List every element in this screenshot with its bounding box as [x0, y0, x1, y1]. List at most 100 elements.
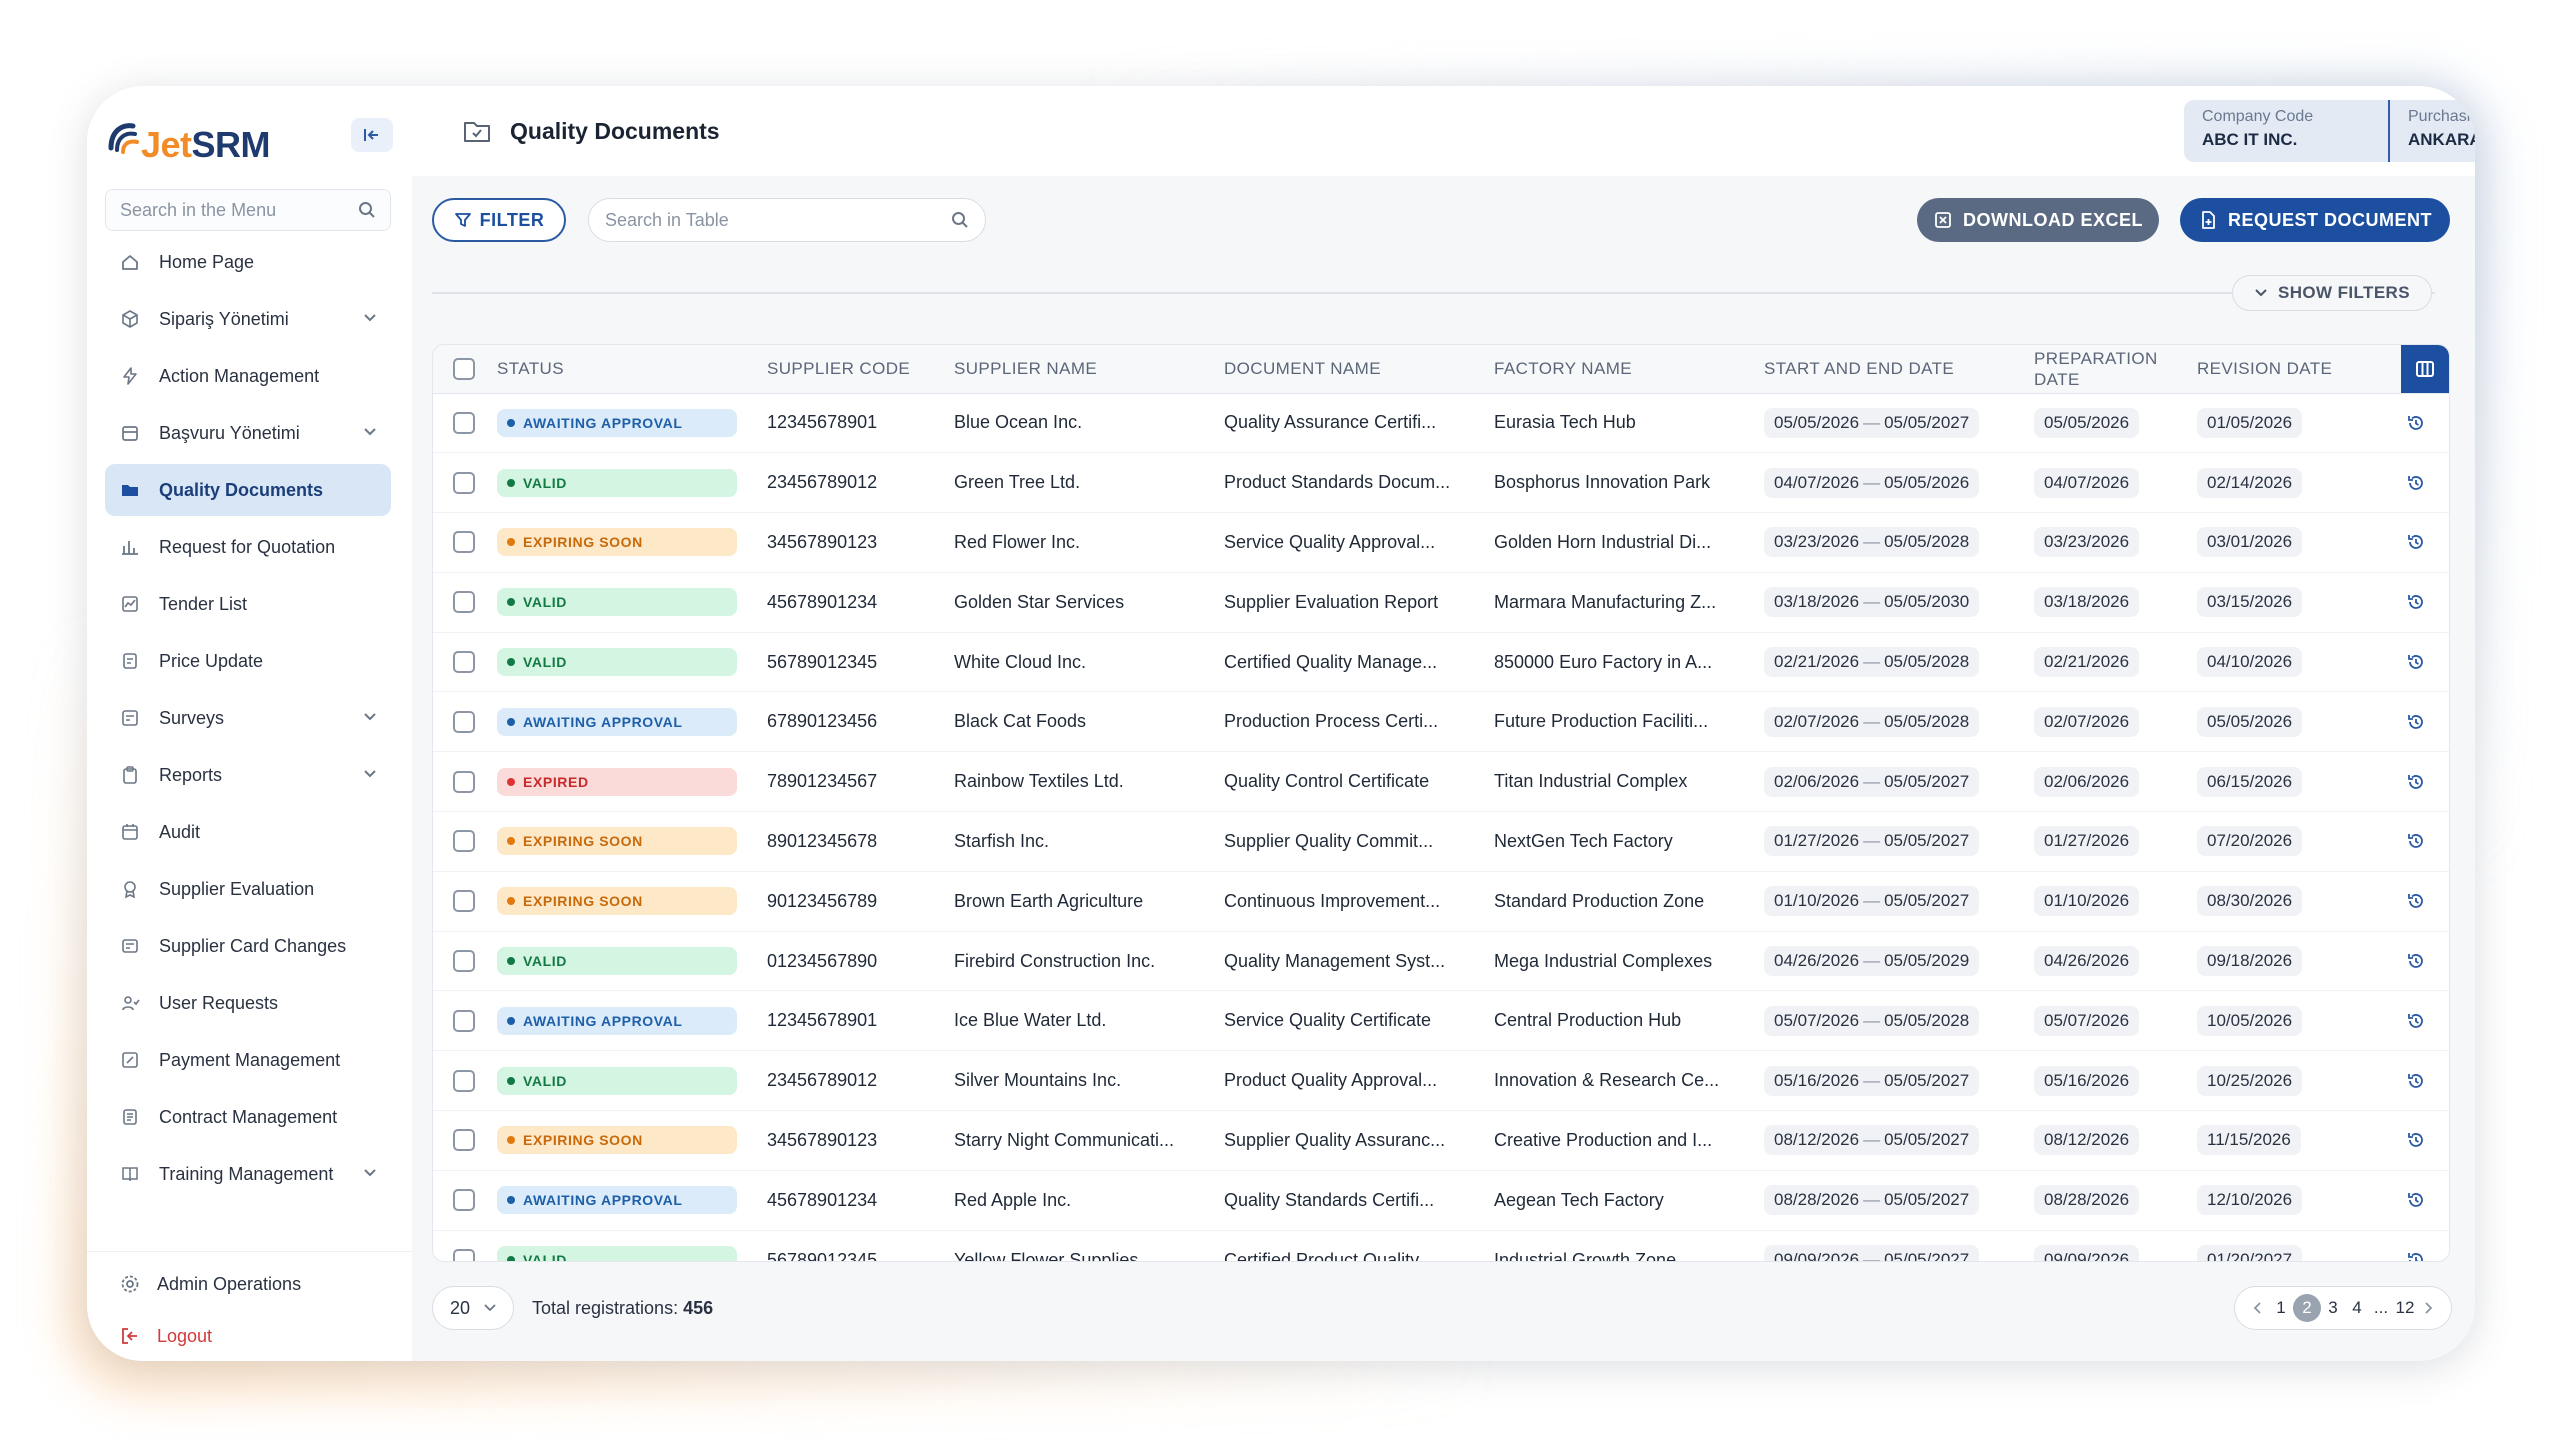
row-checkbox[interactable]: [453, 411, 475, 434]
status-dot: [507, 957, 515, 966]
sidebar-item-quality-documents[interactable]: Quality Documents: [105, 464, 391, 516]
history-icon[interactable]: [2387, 413, 2445, 433]
row-checkbox[interactable]: [453, 950, 475, 973]
table-row[interactable]: EXPIRING SOON 89012345678 Starfish Inc. Sup…: [433, 811, 2449, 872]
table-row[interactable]: VALID 56789012345 Yellow Flower Supplies Ce…: [433, 1230, 2449, 1262]
status-cell: EXPIRING SOON: [491, 811, 761, 872]
prev-page-icon[interactable]: [2245, 1294, 2269, 1322]
start-end-date-cell: 04/07/2026—05/05/2026: [1758, 452, 2028, 514]
date-range-pill: 01/10/2026—05/05/2027: [1764, 886, 1980, 917]
sidebar-item-surveys[interactable]: Surveys: [105, 692, 391, 744]
table-row[interactable]: AWAITING APPROVAL 12345678901 Ice Blue Wat…: [433, 990, 2449, 1052]
sidebar-item-contract-management[interactable]: Contract Management: [105, 1091, 391, 1143]
history-icon[interactable]: [2387, 1071, 2445, 1091]
table-row[interactable]: EXPIRING SOON 90123456789 Brown Earth Agri…: [433, 871, 2449, 932]
page-3[interactable]: 3: [2328, 1298, 2338, 1317]
sidebar-item-payment-management[interactable]: Payment Management: [105, 1034, 391, 1086]
table-row[interactable]: VALID 23456789012 Silver Mountains Inc. Pro…: [433, 1050, 2449, 1112]
sidebar-item-request-for-quotation[interactable]: Request for Quotation: [105, 521, 391, 573]
col-revision-date[interactable]: REVISION DATE: [2191, 345, 2381, 394]
history-icon[interactable]: [2387, 712, 2445, 732]
history-icon[interactable]: [2387, 772, 2445, 792]
row-checkbox[interactable]: [453, 890, 475, 913]
revision-date-cell: 01/05/2026: [2191, 393, 2381, 454]
row-checkbox[interactable]: [453, 1129, 475, 1152]
sidebar-item-reports[interactable]: Reports: [105, 749, 391, 801]
sidebar-item-action-management[interactable]: Action Management: [105, 350, 391, 402]
logout-item[interactable]: Logout: [105, 1310, 394, 1361]
history-icon[interactable]: [2387, 831, 2445, 851]
history-icon[interactable]: [2387, 592, 2445, 612]
row-checkbox[interactable]: [453, 1189, 475, 1212]
sidebar-item-ba-vuru-y-netimi[interactable]: Başvuru Yönetimi: [105, 407, 391, 459]
page-1[interactable]: 1: [2276, 1298, 2286, 1317]
history-icon[interactable]: [2387, 1130, 2445, 1150]
col-start-end-date[interactable]: START AND END DATE: [1758, 345, 2028, 394]
col-factory-name[interactable]: FACTORY NAME: [1488, 345, 1758, 394]
history-icon[interactable]: [2387, 473, 2445, 493]
page-12[interactable]: 12: [2395, 1298, 2415, 1317]
row-checkbox[interactable]: [453, 651, 475, 674]
table-row[interactable]: AWAITING APPROVAL 45678901234 Red Apple In…: [433, 1170, 2449, 1231]
col-supplier-name[interactable]: SUPPLIER NAME: [948, 345, 1218, 394]
history-icon[interactable]: [2387, 532, 2445, 552]
purchasing-org-field[interactable]: Purchasing Orga... ANKARA FACTO...: [2388, 100, 2475, 162]
row-checkbox[interactable]: [453, 1249, 475, 1261]
sidebar-item-home-page[interactable]: Home Page: [105, 236, 391, 288]
column-settings-button[interactable]: [2401, 345, 2449, 393]
download-excel-button[interactable]: DOWNLOAD EXCEL: [1917, 198, 2159, 242]
sidebar-item-user-requests[interactable]: User Requests: [105, 977, 391, 1029]
sidebar-item-sipari-y-netimi[interactable]: Sipariş Yönetimi: [105, 293, 391, 345]
row-checkbox[interactable]: [453, 531, 475, 554]
row-checkbox[interactable]: [453, 770, 475, 793]
menu-search-input[interactable]: Search in the Menu: [105, 189, 391, 231]
request-document-button[interactable]: REQUEST DOCUMENT: [2180, 198, 2450, 242]
col-document-name[interactable]: DOCUMENT NAME: [1218, 345, 1488, 394]
company-selector[interactable]: Company Code ABC IT INC. Purchasing Orga…: [2184, 100, 2475, 162]
page-ellipsis[interactable]: ...: [2373, 1298, 2389, 1317]
table-row[interactable]: VALID 56789012345 White Cloud Inc. Certifie…: [433, 632, 2449, 693]
row-checkbox[interactable]: [453, 1009, 475, 1032]
preparation-date-cell: 01/27/2026: [2028, 811, 2191, 872]
history-icon[interactable]: [2387, 652, 2445, 672]
table-row[interactable]: EXPIRING SOON 34567890123 Red Flower Inc. S…: [433, 512, 2449, 573]
row-checkbox[interactable]: [453, 710, 475, 733]
col-status[interactable]: STATUS: [491, 345, 761, 394]
history-icon[interactable]: [2387, 1250, 2445, 1261]
sidebar-item-supplier-evaluation[interactable]: Supplier Evaluation: [105, 863, 391, 915]
table-row[interactable]: AWAITING APPROVAL 67890123456 Black Cat Fo…: [433, 691, 2449, 753]
sidebar-item-training-management[interactable]: Training Management: [105, 1148, 391, 1200]
row-checkbox[interactable]: [453, 591, 475, 614]
sidebar-item-tender-list[interactable]: Tender List: [105, 578, 391, 630]
company-code-field[interactable]: Company Code ABC IT INC.: [2184, 100, 2388, 162]
admin-operations-item[interactable]: Admin Operations: [105, 1258, 394, 1310]
history-icon[interactable]: [2387, 951, 2445, 971]
page-2[interactable]: 2: [2293, 1294, 2321, 1322]
table-row[interactable]: VALID 23456789012 Green Tree Ltd. Product S…: [433, 452, 2449, 514]
next-page-icon[interactable]: [2417, 1294, 2441, 1322]
row-checkbox[interactable]: [453, 1069, 475, 1092]
table-row[interactable]: VALID 45678901234 Golden Star Services Supp…: [433, 572, 2449, 633]
col-supplier-code[interactable]: SUPPLIER CODE: [761, 345, 948, 394]
show-filters-button[interactable]: SHOW FILTERS: [2232, 275, 2432, 311]
table-search-input[interactable]: Search in Table: [588, 198, 986, 242]
col-preparation-date[interactable]: PREPARATION DATE: [2028, 345, 2191, 394]
table-row[interactable]: VALID 01234567890 Firebird Construction In…: [433, 931, 2449, 992]
table-row[interactable]: AWAITING APPROVAL 12345678901 Blue Ocean I…: [433, 393, 2449, 454]
table-row[interactable]: EXPIRING SOON 34567890123 Starry Night Com…: [433, 1110, 2449, 1171]
page-4[interactable]: 4: [2352, 1298, 2362, 1317]
start-date: 09/09/2026: [1774, 1250, 1860, 1262]
collapse-sidebar-button[interactable]: [351, 118, 393, 152]
row-checkbox[interactable]: [453, 830, 475, 853]
history-icon[interactable]: [2387, 1011, 2445, 1031]
row-checkbox[interactable]: [453, 471, 475, 494]
filter-button[interactable]: FILTER: [432, 198, 566, 242]
sidebar-item-audit[interactable]: Audit: [105, 806, 391, 858]
history-icon[interactable]: [2387, 1190, 2445, 1210]
select-all-checkbox[interactable]: [453, 357, 475, 380]
page-size-select[interactable]: 20: [432, 1286, 514, 1330]
sidebar-item-price-update[interactable]: Price Update: [105, 635, 391, 687]
history-icon[interactable]: [2387, 891, 2445, 911]
sidebar-item-supplier-card-changes[interactable]: Supplier Card Changes: [105, 920, 391, 972]
table-row[interactable]: EXPIRED 78901234567 Rainbow Textiles Ltd. Q…: [433, 751, 2449, 813]
